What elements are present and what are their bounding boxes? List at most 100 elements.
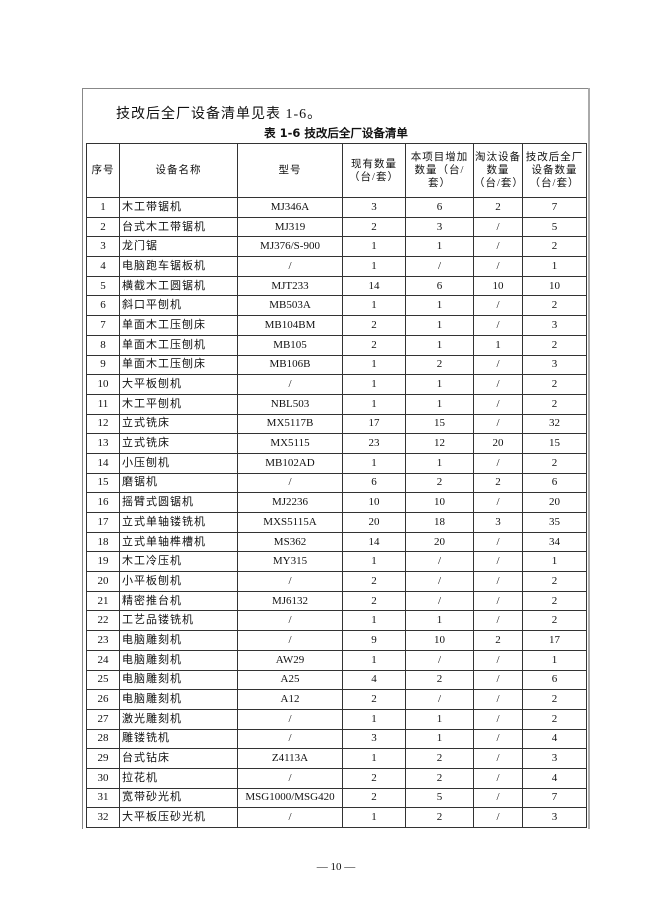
cell-model: MX5115 xyxy=(237,433,343,454)
table-row: 24 电脑雕刻机 AW29 1//1 xyxy=(86,649,587,671)
cell-seq: 2 xyxy=(86,216,120,238)
cell-seq: 32 xyxy=(86,807,120,828)
cell-name: 木工平刨机 xyxy=(119,393,238,415)
cell-added: 2 xyxy=(405,354,474,376)
cell-model: / xyxy=(237,571,343,592)
cell-seq: 24 xyxy=(86,649,120,671)
cell-removed: / xyxy=(473,551,523,573)
cell-removed: / xyxy=(473,393,523,415)
equipment-table: 序号 设备名称 型号 现有数量（台/套） 本项目增加数量（台/套） 淘汰设备数量… xyxy=(86,143,587,828)
table-row: 14 小压刨机 MB102AD 1 1/2 xyxy=(86,452,587,474)
cell-total: 2 xyxy=(522,708,587,730)
cell-name: 电脑雕刻机 xyxy=(119,649,238,671)
cell-added: 20 xyxy=(405,531,474,553)
cell-total: 4 xyxy=(522,728,587,750)
cell-existing: 1 xyxy=(342,374,406,395)
cell-name: 木工冷压机 xyxy=(119,551,238,573)
table-row: 8 单面木工压刨机 MB105 2 1 1 2 xyxy=(86,334,587,356)
table-row: 27 激光雕刻机/1 1/2 xyxy=(86,708,587,730)
cell-removed: / xyxy=(473,649,523,671)
cell-model: A12 xyxy=(237,689,343,710)
cell-removed: 10 xyxy=(473,275,523,297)
cell-added: 1 xyxy=(405,295,474,317)
cell-removed: / xyxy=(473,807,523,828)
cell-total: 3 xyxy=(522,315,587,336)
cell-name: 电脑雕刻机 xyxy=(119,669,238,691)
header-model: 型号 xyxy=(237,143,343,198)
table-row: 13 立式铣床 MX5115 23 12 20 15 xyxy=(86,433,587,454)
cell-name: 激光雕刻机 xyxy=(119,708,238,730)
cell-seq: 17 xyxy=(86,512,120,533)
cell-total: 4 xyxy=(522,767,587,789)
table-row: 7 单面木工压刨床 MB104BM 2 1/3 xyxy=(86,315,587,336)
cell-name: 电脑雕刻机 xyxy=(119,689,238,710)
cell-added: 6 xyxy=(405,275,474,297)
cell-seq: 4 xyxy=(86,256,120,277)
cell-existing: 3 xyxy=(342,728,406,750)
cell-name: 立式铣床 xyxy=(119,413,238,435)
table-header-row: 序号 设备名称 型号 现有数量（台/套） 本项目增加数量（台/套） 淘汰设备数量… xyxy=(86,143,587,198)
cell-added: 1 xyxy=(405,728,474,750)
cell-name: 精密推台机 xyxy=(119,590,238,612)
cell-model: MB104BM xyxy=(237,315,343,336)
cell-removed: / xyxy=(473,748,523,769)
cell-name: 斜口平刨机 xyxy=(119,295,238,317)
cell-seq: 15 xyxy=(86,472,120,494)
table-row: 29 台式钻床 Z4113A 1 2/3 xyxy=(86,748,587,769)
table-row: 30 拉花机/2 2/4 xyxy=(86,767,587,789)
cell-removed: / xyxy=(473,708,523,730)
cell-added: 2 xyxy=(405,472,474,494)
cell-existing: 1 xyxy=(342,354,406,376)
header-seq: 序号 xyxy=(86,143,120,198)
cell-seq: 16 xyxy=(86,492,120,513)
cell-model: MJ6132 xyxy=(237,590,343,612)
cell-added: / xyxy=(405,689,474,710)
cell-seq: 26 xyxy=(86,689,120,710)
table-row: 16 摇臂式圆锯机 MJ2236 10 10/20 xyxy=(86,492,587,513)
cell-added: 1 xyxy=(405,374,474,395)
header-total: 技改后全厂设备数量（台/套） xyxy=(522,143,587,198)
cell-existing: 2 xyxy=(342,689,406,710)
cell-model: Z4113A xyxy=(237,748,343,769)
table-row: 3 龙门锯 MJ376/S-900 1 1/2 xyxy=(86,236,587,258)
cell-name: 木工带锯机 xyxy=(119,197,238,218)
table-row: 18 立式单轴榫槽机 MS362 14 20/34 xyxy=(86,531,587,553)
cell-seq: 3 xyxy=(86,236,120,258)
cell-seq: 28 xyxy=(86,728,120,750)
cell-name: 立式铣床 xyxy=(119,433,238,454)
cell-removed: 1 xyxy=(473,334,523,356)
cell-removed: 2 xyxy=(473,630,523,651)
table-row: 28 雕镂铣机/3 1/4 xyxy=(86,728,587,750)
cell-seq: 12 xyxy=(86,413,120,435)
cell-seq: 10 xyxy=(86,374,120,395)
table-row: 25 电脑雕刻机 A25 4 2/6 xyxy=(86,669,587,691)
cell-model: MJ376/S-900 xyxy=(237,236,343,258)
cell-seq: 25 xyxy=(86,669,120,691)
cell-added: / xyxy=(405,590,474,612)
cell-seq: 31 xyxy=(86,787,120,809)
cell-added: 1 xyxy=(405,708,474,730)
cell-name: 横截木工圆锯机 xyxy=(119,275,238,297)
cell-removed: / xyxy=(473,354,523,376)
cell-existing: 1 xyxy=(342,236,406,258)
cell-total: 1 xyxy=(522,551,587,573)
cell-added: 12 xyxy=(405,433,474,454)
cell-total: 1 xyxy=(522,256,587,277)
cell-added: 1 xyxy=(405,393,474,415)
cell-added: 1 xyxy=(405,315,474,336)
cell-name: 宽带砂光机 xyxy=(119,787,238,809)
cell-removed: / xyxy=(473,571,523,592)
cell-name: 单面木工压刨床 xyxy=(119,315,238,336)
header-added: 本项目增加数量（台/套） xyxy=(405,143,474,198)
cell-added: 3 xyxy=(405,216,474,238)
cell-existing: 2 xyxy=(342,315,406,336)
cell-added: / xyxy=(405,256,474,277)
cell-name: 龙门锯 xyxy=(119,236,238,258)
cell-model: / xyxy=(237,610,343,632)
cell-total: 6 xyxy=(522,472,587,494)
cell-name: 电脑雕刻机 xyxy=(119,630,238,651)
cell-name: 电脑跑车锯板机 xyxy=(119,256,238,277)
cell-existing: 4 xyxy=(342,669,406,691)
cell-model: MB503A xyxy=(237,295,343,317)
cell-removed: / xyxy=(473,236,523,258)
